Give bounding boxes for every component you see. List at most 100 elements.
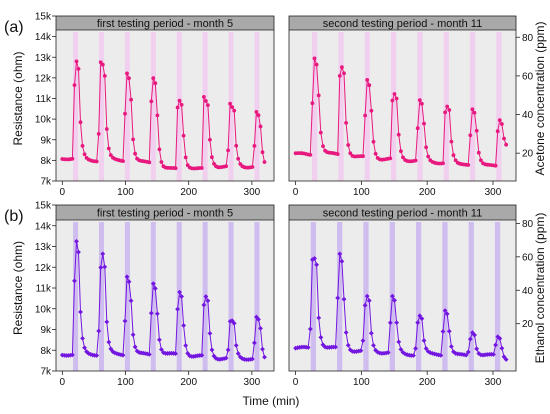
y-axis-label: Resistance (ohm) — [11, 51, 25, 145]
data-point — [394, 96, 399, 101]
data-point — [343, 330, 349, 335]
data-point — [262, 354, 267, 360]
data-point — [76, 249, 81, 255]
data-point — [423, 346, 429, 351]
data-point — [76, 67, 81, 71]
data-point — [118, 352, 124, 358]
data-point — [385, 350, 391, 355]
data-point — [312, 256, 317, 261]
right-tick-label: 60 — [522, 71, 534, 82]
data-point — [128, 298, 134, 304]
gas-pulse-bar — [494, 222, 501, 371]
right-tick-label: 40 — [522, 286, 534, 297]
data-point — [500, 122, 504, 126]
right-axis-label: Acetone concentration (ppm) — [533, 21, 547, 175]
y-tick-label: 11k — [36, 284, 52, 295]
data-point — [398, 346, 404, 352]
data-point — [371, 139, 376, 144]
data-point — [177, 98, 182, 103]
right-tick-label: 60 — [522, 252, 534, 263]
x-tick-label: 100 — [353, 187, 370, 198]
period-header — [289, 205, 516, 220]
x-tick-label: 100 — [353, 377, 370, 388]
x-tick-label: 300 — [244, 377, 261, 388]
y-tick-label: 8k — [40, 346, 52, 357]
data-point — [157, 147, 162, 152]
data-point — [504, 142, 508, 147]
data-point — [232, 108, 237, 113]
data-point — [448, 344, 454, 349]
gas-pulse-bar — [150, 222, 156, 371]
data-point — [358, 348, 364, 354]
right-axis-label: Ethanol concentration (ppm) — [533, 213, 547, 364]
data-point — [234, 143, 239, 148]
data-point — [337, 251, 343, 257]
data-point — [363, 113, 367, 118]
y-tick-label: 12k — [35, 73, 52, 84]
data-point — [373, 151, 378, 156]
y-tick-label: 10k — [35, 304, 52, 315]
plot-frame — [288, 15, 517, 182]
data-point — [123, 111, 127, 116]
period-title: second testing period - month 11 — [323, 208, 482, 220]
data-point — [146, 351, 152, 357]
data-point — [366, 298, 372, 303]
period-title: first testing period - month 5 — [97, 208, 233, 220]
data-point — [80, 144, 85, 148]
data-point — [185, 350, 191, 356]
data-point — [318, 334, 324, 340]
data-point — [260, 346, 265, 352]
gas-pulse-bar — [468, 222, 474, 371]
gas-pulse-bar — [442, 222, 448, 371]
data-point — [221, 356, 227, 362]
data-point — [419, 316, 425, 322]
y-tick-label: 7k — [40, 177, 52, 188]
data-point — [181, 323, 187, 328]
data-point — [468, 133, 473, 138]
gas-pulse-bar — [176, 32, 182, 181]
data-point — [346, 143, 351, 147]
gas-pulse-bar — [496, 32, 502, 181]
data-point — [479, 158, 483, 163]
data-point — [335, 295, 341, 301]
data-point — [80, 335, 85, 341]
data-point — [94, 353, 100, 358]
data-point — [388, 156, 393, 161]
data-point — [102, 74, 107, 78]
data-point — [502, 136, 506, 141]
data-point — [112, 350, 118, 356]
y-tick-label: 9k — [40, 325, 52, 336]
data-point — [231, 320, 237, 326]
data-point — [152, 286, 158, 291]
y-tick-label: 15k — [35, 12, 52, 23]
data-point — [314, 62, 319, 67]
data-point — [225, 347, 231, 353]
data-point — [236, 156, 241, 161]
gas-pulse-bar — [337, 222, 343, 371]
data-point — [100, 251, 106, 257]
data-point — [493, 163, 498, 168]
data-point — [177, 289, 182, 295]
data-point — [303, 344, 309, 350]
plot-frame — [288, 204, 517, 372]
data-point — [262, 160, 267, 164]
data-point — [173, 351, 178, 356]
y-tick-label: 10k — [35, 115, 52, 126]
data-point — [149, 99, 154, 104]
data-point — [228, 101, 233, 106]
data-point — [497, 118, 502, 123]
data-point — [335, 152, 340, 157]
data-point — [102, 264, 108, 270]
data-point — [340, 65, 344, 70]
data-point — [199, 166, 204, 170]
data-point — [426, 154, 431, 159]
right-tick-label: 40 — [522, 110, 534, 121]
data-point — [175, 105, 180, 110]
data-point — [373, 347, 378, 353]
data-point — [345, 342, 351, 348]
data-point — [156, 337, 162, 343]
data-point — [396, 132, 401, 137]
data-point — [415, 320, 421, 325]
x-tick-label: 200 — [180, 187, 197, 198]
data-point — [364, 293, 370, 299]
